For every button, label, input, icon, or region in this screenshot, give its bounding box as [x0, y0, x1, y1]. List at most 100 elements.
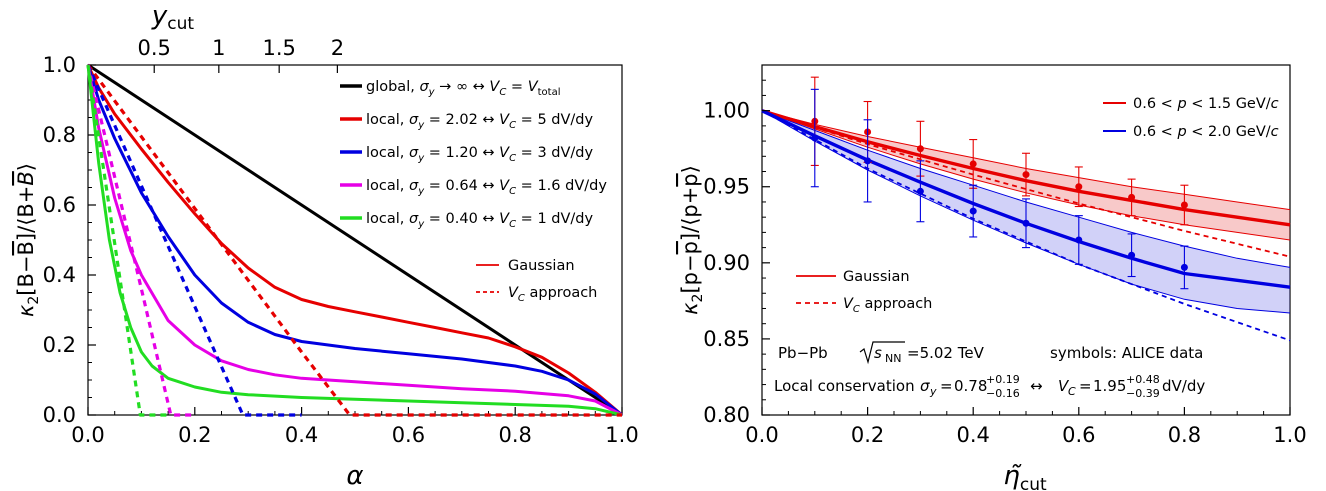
right-data-point	[1180, 201, 1188, 209]
left-top-axis-ticks: 0.5 1 1.5 2	[138, 36, 344, 73]
right-vc-dashed-line	[761, 109, 1291, 342]
conservation-annotation: Local conservation σ y = 0.78 +0.19 −0.1…	[774, 373, 1205, 400]
right-x-tick-label: 1.0	[1273, 423, 1306, 447]
right-x-tick-label: 0.4	[956, 423, 989, 447]
energy-symbol: s	[874, 344, 882, 362]
left-series-dashed-line	[86, 64, 622, 417]
left-curves	[86, 63, 623, 417]
right-x-tick-label: 0.0	[745, 423, 778, 447]
left-x-tick-label: 0.8	[498, 423, 531, 447]
right-style-legend-label: Gaussian	[843, 269, 910, 285]
left-series-dashed-line	[86, 64, 302, 417]
left-series-solid-line	[86, 64, 623, 417]
left-legend-entry: local, σy = 0.40 ↔ VC = 1 dV/dy	[366, 211, 593, 230]
top-axis-tick-label: 1	[212, 36, 225, 60]
right-y-tick-label: 0.85	[703, 327, 750, 351]
symbols-note: symbols: ALICE data	[1050, 344, 1203, 362]
vc-sub: C	[1068, 385, 1076, 398]
left-style-legend: Gaussian VC approach	[476, 258, 597, 304]
left-y-tick-label: 0.6	[43, 193, 76, 217]
equivalence-arrow: ↔	[1030, 377, 1043, 395]
left-y-axis-label: κ2[B−B]/⟨B+B⟩	[14, 163, 42, 317]
right-x-ticks: 0.0 0.2 0.4 0.6 0.8 1.0	[745, 407, 1307, 447]
left-legend-entry: local, σy = 0.64 ↔ VC = 1.6 dV/dy	[366, 178, 607, 197]
left-series-solid-line	[86, 64, 623, 417]
right-legend: 0.6 < p < 1.5 GeV/c 0.6 < p < 2.0 GeV/c	[1103, 96, 1279, 140]
right-data-point	[916, 187, 924, 195]
left-y-tick-label: 0.2	[43, 333, 76, 357]
left-x-tick-label: 1.0	[605, 423, 638, 447]
left-x-axis-label: α	[346, 461, 363, 491]
vc-plus: +0.48	[1126, 373, 1160, 386]
left-x-ticks: 0.0 0.2 0.4 0.6 0.8 1.0	[71, 407, 639, 447]
left-top-axis-label-sub: cut	[167, 14, 194, 34]
left-top-axis-label-main: y	[151, 1, 168, 31]
right-style-legend-label: VC approach	[843, 296, 932, 315]
left-y-tick-label: 0.0	[43, 403, 76, 427]
vc-equals: =	[1079, 377, 1092, 395]
sqrt-s-symbol: s NN =5.02 TeV	[859, 341, 985, 365]
left-y-ticks: 0.0 0.2 0.4 0.6 0.8 1.0	[43, 53, 96, 427]
right-y-tick-label: 0.90	[703, 251, 750, 275]
left-series-dashed-line	[86, 64, 169, 417]
left-x-tick-label: 0.6	[392, 423, 425, 447]
vc-minus: −0.39	[1126, 387, 1160, 400]
vc-symbol: V	[1058, 377, 1070, 395]
right-y-tick-label: 1.00	[703, 99, 750, 123]
sigma-symbol: σ	[920, 377, 930, 395]
left-legend-entry: global, σy → ∞ ↔ VC = Vtotal	[366, 79, 560, 98]
left-x-tick-label: 0.2	[178, 423, 211, 447]
left-legend-entry: local, σy = 1.20 ↔ VC = 3 dV/dy	[366, 145, 593, 164]
right-data-point	[811, 134, 819, 142]
right-data-point	[1128, 193, 1136, 201]
left-y-tick-label: 1.0	[43, 53, 76, 77]
vc-value: 1.95	[1093, 377, 1126, 395]
top-axis-tick-label: 1.5	[262, 36, 295, 60]
right-y-axis-label: κ2[p−p]/⟨p+p⟩	[678, 165, 706, 315]
right-x-tick-label: 0.2	[851, 423, 884, 447]
left-chart-panel: 0.0 0.2 0.4 0.6 0.8 1.0 0.0 0.2 0.4 0.6 0.8 1.0 0.…	[14, 1, 639, 491]
sigma-equals: =	[940, 377, 953, 395]
right-data-point	[1075, 236, 1083, 244]
sigma-plus: +0.19	[986, 373, 1020, 386]
left-x-tick-label: 0.0	[71, 423, 104, 447]
right-y-ticks: 0.80 0.85 0.90 0.95 1.00	[703, 64, 770, 427]
right-data-point	[864, 157, 872, 165]
conservation-text: Local conservation	[774, 377, 915, 395]
left-series-solid-line	[86, 64, 623, 417]
left-y-tick-label: 0.8	[43, 123, 76, 147]
right-style-legend: Gaussian VC approach	[796, 269, 932, 315]
right-data-point	[1022, 171, 1030, 179]
left-legend: global, σy → ∞ ↔ VC = Vtotal local, σy = …	[340, 79, 607, 230]
top-axis-tick-label: 0.5	[138, 36, 171, 60]
sigma-value: 0.78	[954, 377, 987, 395]
right-x-tick-label: 0.8	[1168, 423, 1201, 447]
right-data-point	[916, 145, 924, 153]
sigma-minus: −0.16	[986, 387, 1020, 400]
left-top-axis-label: ycut	[151, 1, 195, 34]
top-axis-tick-label: 2	[331, 36, 344, 60]
right-data-point	[1180, 263, 1188, 271]
right-y-tick-label: 0.95	[703, 175, 750, 199]
collision-system-label: Pb−Pb	[778, 344, 828, 362]
energy-value: =5.02 TeV	[907, 344, 985, 362]
left-legend-entry: local, σy = 2.02 ↔ VC = 5 dV/dy	[366, 112, 593, 131]
left-series-dashed-line	[86, 64, 195, 417]
energy-sub: NN	[885, 352, 901, 365]
left-y-tick-label: 0.4	[43, 263, 76, 287]
right-x-axis-label: η̃cut	[1003, 461, 1047, 491]
right-data-point	[1022, 219, 1030, 227]
right-data-point	[1075, 183, 1083, 191]
left-series-solid-line	[86, 64, 623, 417]
left-series-solid-line	[87, 63, 623, 417]
left-x-tick-label: 0.4	[285, 423, 318, 447]
right-x-tick-label: 0.6	[1062, 423, 1095, 447]
right-data-points	[810, 76, 1189, 290]
left-style-legend-label: VC approach	[508, 285, 597, 304]
right-chart-panel: 0.0 0.2 0.4 0.6 0.8 1.0 0.800.850.900.951.00 …	[678, 64, 1307, 491]
right-x-axis-label-main: η̃	[1003, 461, 1021, 491]
right-data-point	[1128, 251, 1136, 259]
vc-unit: dV/dy	[1162, 377, 1205, 395]
right-vc-dashed-line	[761, 109, 1291, 258]
